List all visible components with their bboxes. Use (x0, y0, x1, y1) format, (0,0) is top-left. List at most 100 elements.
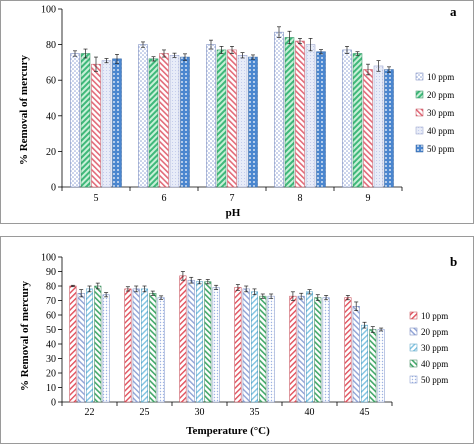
bar-30-ppm-9 (363, 69, 373, 188)
bar-20-ppm-7 (216, 49, 227, 188)
bar-30-ppm-5 (91, 63, 101, 188)
legend-swatch (409, 375, 418, 384)
legend-swatch (415, 72, 424, 81)
y-tick-label: 100 (41, 5, 56, 16)
legend-label: 40 ppm (427, 126, 454, 136)
bar-50-ppm-8 (316, 51, 326, 188)
bar-20-ppm-22 (77, 293, 85, 403)
bar-10-ppm-22 (69, 285, 77, 403)
bar-20-ppm-25 (132, 288, 140, 403)
panel-a-letter: a (450, 4, 457, 19)
x-tick-label: 7 (230, 193, 235, 204)
bar-20-ppm-40 (297, 295, 305, 403)
y-tick-label: 70 (46, 296, 56, 307)
x-tick-label: 8 (298, 193, 303, 204)
y-tick-label: 10 (46, 383, 56, 394)
legend-swatch (415, 90, 424, 99)
bar-50-ppm-6 (180, 56, 190, 188)
legend-swatch (415, 108, 424, 117)
bar-30-ppm-7 (227, 49, 237, 188)
bar-50-ppm-45 (377, 329, 385, 403)
bar-30-ppm-22 (86, 288, 93, 403)
bar-20-ppm-8 (284, 37, 295, 188)
x-tick-label: 30 (195, 407, 205, 418)
bar-50-ppm-9 (384, 69, 394, 188)
bar-50-ppm-40 (322, 297, 330, 403)
bar-40-ppm-40 (314, 297, 322, 403)
panel-b-legend: 10 ppm 20 ppm 30 ppm 40 ppm 50 ppm (409, 311, 448, 385)
chart-panel-a: a % Removal of mercury pH 0 20 40 60 80 100 5 6… (0, 0, 474, 224)
legend-label: 50 ppm (421, 375, 448, 385)
panel-b-letter: b (450, 254, 457, 269)
bar-20-ppm-9 (352, 53, 363, 188)
bar-10-ppm-9 (342, 49, 352, 188)
bar-10-ppm-35 (234, 287, 242, 403)
y-tick-label: 80 (46, 282, 56, 293)
bar-10-ppm-25 (124, 288, 132, 403)
bar-40-ppm-6 (169, 55, 180, 188)
bar-30-ppm-35 (251, 291, 258, 403)
bar-10-ppm-30 (179, 275, 187, 403)
bar-40-ppm-25 (149, 293, 157, 403)
panel-b-xlabel: Temperature (°C) (186, 425, 270, 437)
x-tick-label: 9 (366, 193, 371, 204)
legend-label: 50 ppm (427, 144, 454, 154)
bar-50-ppm-30 (212, 287, 220, 403)
bar-40-ppm-9 (373, 65, 384, 188)
legend-swatch (409, 343, 418, 352)
bar-10-ppm-45 (344, 297, 352, 403)
x-tick-label: 35 (250, 407, 260, 418)
bar-40-ppm-8 (305, 44, 316, 188)
bar-40-ppm-22 (94, 285, 102, 403)
legend-swatch (415, 144, 424, 153)
panel-b-plot: 0 10 20 30 40 50 60 70 80 90 100 22 25 30 35 40 45 (41, 253, 393, 418)
x-tick-label: 40 (305, 407, 315, 418)
bar-40-ppm-30 (204, 281, 212, 403)
x-tick-label: 5 (94, 193, 99, 204)
panel-a-legend: 10 ppm 20 ppm 30 ppm 40 ppm 50 ppm (415, 72, 454, 154)
y-tick-label: 40 (46, 111, 56, 122)
panel-a-plot: 0 20 40 60 80 100 5 6 7 8 9 (41, 5, 403, 204)
bar-30-ppm-25 (141, 288, 148, 403)
bar-20-ppm-45 (352, 306, 360, 403)
y-tick-label: 20 (46, 147, 56, 158)
bar-10-ppm-7 (206, 44, 216, 188)
bar-10-ppm-40 (289, 295, 297, 403)
bar-50-ppm-7 (248, 56, 258, 188)
y-tick-label: 50 (46, 325, 56, 336)
legend-swatch (409, 359, 418, 368)
y-tick-label: 60 (46, 76, 56, 87)
legend-label: 20 ppm (421, 327, 448, 337)
bar-30-ppm-40 (306, 291, 313, 403)
y-tick-label: 0 (51, 398, 56, 409)
bar-50-ppm-35 (267, 295, 275, 403)
bar-20-ppm-30 (187, 279, 195, 403)
y-tick-label: 100 (41, 253, 56, 264)
bar-40-ppm-45 (369, 329, 377, 403)
bar-10-ppm-6 (138, 44, 148, 188)
x-tick-label: 25 (140, 407, 150, 418)
panel-a-ylabel: % Removal of mercury (18, 54, 30, 165)
y-tick-label: 0 (51, 183, 56, 194)
legend-label: 40 ppm (421, 359, 448, 369)
bar-40-ppm-35 (259, 295, 267, 403)
x-tick-label: 6 (162, 193, 167, 204)
legend-swatch (415, 126, 424, 135)
bar-50-ppm-5 (112, 58, 122, 188)
bar-50-ppm-25 (157, 297, 165, 403)
legend-label: 30 ppm (421, 343, 448, 353)
bar-50-ppm-22 (102, 294, 110, 403)
bar-40-ppm-7 (237, 55, 248, 188)
y-tick-label: 90 (46, 267, 56, 278)
x-tick-label: 45 (360, 407, 370, 418)
y-tick-label: 40 (46, 340, 56, 351)
y-tick-label: 20 (46, 369, 56, 380)
chart-panel-b: b % Removal of mercury Temperature (°C) … (0, 236, 474, 444)
x-tick-label: 22 (85, 407, 95, 418)
legend-label: 30 ppm (427, 108, 454, 118)
bar-30-ppm-45 (361, 324, 368, 403)
bar-20-ppm-35 (242, 288, 250, 403)
y-tick-label: 80 (46, 40, 56, 51)
legend-swatch (409, 311, 418, 320)
